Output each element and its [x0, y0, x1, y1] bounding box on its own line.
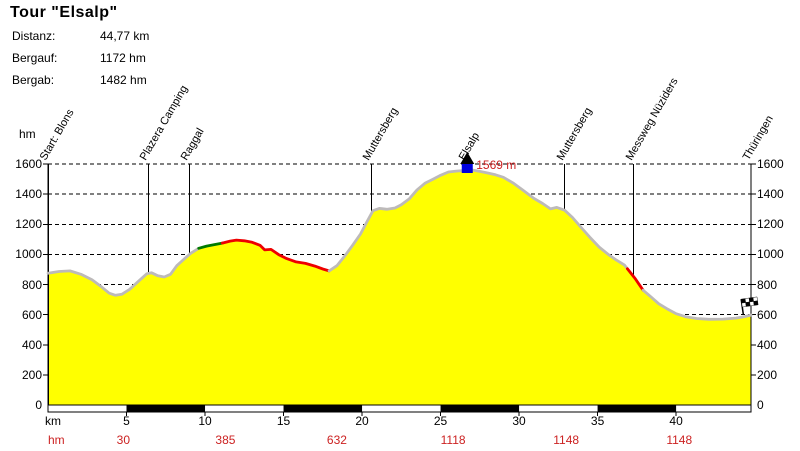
elevation-area-fill [48, 170, 751, 405]
x-tick-label: 15 [276, 414, 291, 428]
peak-elevation-label: 1569 m [476, 158, 517, 172]
scale-bar-black-segment [440, 405, 520, 412]
y-tick-label-left: 600 [21, 307, 42, 322]
stat-descent-label: Bergab: [12, 73, 55, 87]
scale-bar-black-segment [283, 405, 363, 412]
y-tick-label-right: 800 [757, 277, 778, 292]
y-tick-label-left: 1400 [15, 187, 42, 202]
scale-bar-black-segment [597, 405, 677, 412]
y-tick-label-right: 0 [757, 398, 764, 412]
y-tick-label-right: 1400 [757, 187, 784, 202]
y-tick-label-right: 200 [757, 367, 778, 382]
y-tick-label-left: 200 [21, 367, 42, 382]
y-tick-label-left: 1200 [15, 217, 42, 232]
stat-ascent-value: 1172 hm [100, 51, 146, 65]
y-tick-label-left: 800 [21, 277, 42, 292]
track-segment-track_red [220, 238, 331, 273]
y-tick-label-right: 1000 [757, 247, 784, 262]
stat-ascent-label: Bergauf: [12, 51, 58, 65]
x-tick-label: 40 [669, 414, 683, 428]
y-tick-label-left: 1000 [15, 247, 42, 262]
finish-flag-icon [740, 296, 759, 316]
scale-bar [47, 404, 752, 413]
y-tick-label-right: 1200 [757, 217, 784, 232]
y-tick-label-left: 400 [21, 337, 42, 352]
page-title: Tour "Elsalp" [10, 4, 118, 21]
stat-distance-label: Distanz: [12, 29, 56, 43]
x-tick-label: 10 [198, 414, 212, 428]
y-tick-label-right: 1600 [757, 157, 784, 171]
x-tick-label: 25 [433, 414, 448, 428]
y-tick-label-left: 1600 [15, 157, 42, 171]
x-tick-label: 20 [355, 414, 369, 428]
x-tick-label: 30 [512, 414, 526, 428]
y-tick-label-right: 600 [757, 307, 778, 322]
cumulative-climb-value: 1148 [666, 433, 693, 447]
peak-marker-square [461, 163, 473, 173]
cumulative-climb-value: 385 [215, 433, 236, 447]
peak-marker-triangle [460, 152, 475, 164]
track-segment-track_green [197, 241, 224, 250]
y-tick-label-right: 400 [757, 337, 778, 352]
y-tick-label-left: 0 [35, 398, 42, 412]
y-axis-unit-label: hm [19, 127, 36, 141]
track-segment-track_gray [46, 246, 201, 297]
stat-distance-value: 44,77 km [100, 29, 150, 43]
x-axis-unit-label: km [45, 414, 61, 428]
x-tick-label: 5 [123, 414, 130, 428]
track-segment-track_red [626, 267, 645, 292]
cumulative-climb-value: 1118 [440, 433, 466, 447]
cumulative-climb-value: 30 [116, 433, 131, 447]
x-tick-label: 35 [590, 414, 605, 428]
cumulative-climb-row-label: hm [48, 433, 65, 447]
cumulative-climb-value: 1148 [553, 433, 580, 447]
cumulative-climb-value: 632 [326, 433, 347, 447]
track-segment-track_gray [641, 288, 753, 321]
stat-descent-value: 1482 hm [100, 73, 147, 87]
scale-bar-black-segment [126, 405, 206, 412]
